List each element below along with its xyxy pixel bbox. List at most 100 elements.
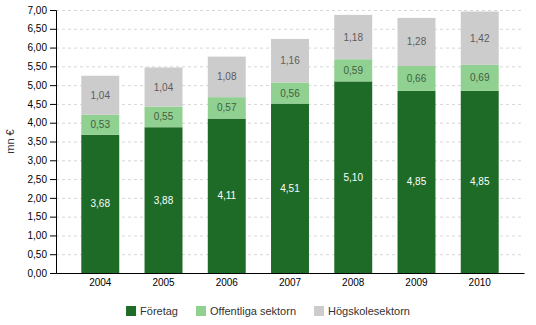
y-tick-mark — [50, 198, 56, 199]
bar — [81, 135, 119, 273]
bar — [81, 115, 119, 135]
y-tick: 5,00 — [28, 80, 56, 91]
x-tick-label: 2005 — [152, 277, 175, 288]
bar — [334, 15, 372, 59]
y-tick: 0,00 — [28, 268, 56, 279]
bar — [271, 104, 309, 273]
grid-line — [56, 10, 524, 11]
legend: Företag Offentliga sektorn Högskolesektorn — [126, 305, 410, 317]
data-label: 1,04 — [91, 90, 111, 101]
y-tick: 2,50 — [28, 174, 56, 185]
y-tick-mark — [50, 10, 56, 11]
y-tick-label: 3,50 — [28, 136, 48, 147]
y-axis-title: mn € — [4, 129, 16, 153]
y-tick-mark — [50, 48, 56, 49]
y-tick-mark — [50, 235, 56, 236]
y-tick-label: 2,00 — [28, 193, 48, 204]
data-label: 1,04 — [154, 82, 174, 93]
legend-item: Företag — [126, 305, 178, 317]
data-label: 4,85 — [407, 176, 427, 187]
legend-swatch — [314, 306, 324, 316]
y-tick: 2,00 — [28, 193, 56, 204]
x-tick: 2009 — [405, 277, 428, 288]
y-tick-mark — [50, 142, 56, 143]
bar — [461, 12, 499, 65]
y-tick: 0,50 — [28, 249, 56, 260]
data-labels: 3,683,884,114,515,104,854,850,530,550,57… — [91, 32, 490, 210]
x-axis: 2004 2005 2006 2007 2008 2009 2010 — [57, 274, 525, 289]
x-tick: 2004 — [89, 277, 112, 288]
y-tick: 3,50 — [28, 136, 56, 147]
y-axis: 0,00 0,50 1,00 1,50 2,00 2,50 3,00 3,50 4,00 4,50… — [28, 5, 57, 279]
y-tick: 4,50 — [28, 99, 56, 110]
bar — [334, 59, 372, 81]
y-tick: 4,00 — [28, 117, 56, 128]
y-tick-mark — [50, 273, 56, 274]
y-tick: 6,50 — [28, 23, 56, 34]
y-tick-label: 7,00 — [28, 5, 48, 16]
data-label: 0,55 — [154, 111, 174, 122]
x-tick-label: 2009 — [405, 277, 428, 288]
y-tick-label: 0,50 — [28, 249, 48, 260]
data-label: 3,88 — [154, 195, 174, 206]
y-axis-line — [50, 11, 57, 274]
series — [81, 81, 498, 273]
series — [81, 12, 498, 115]
x-tick-label: 2004 — [89, 277, 112, 288]
data-label: 0,59 — [344, 65, 364, 76]
bar — [271, 39, 309, 83]
y-tick-label: 5,50 — [28, 61, 48, 72]
y-tick-label: 6,00 — [28, 42, 48, 53]
bar — [208, 97, 246, 118]
y-tick-mark — [50, 179, 56, 180]
y-tick-mark — [50, 123, 56, 124]
x-tick: 2010 — [469, 277, 492, 288]
data-label: 0,53 — [91, 119, 111, 130]
bar — [398, 91, 436, 273]
legend-swatch — [126, 306, 136, 316]
bar — [145, 127, 183, 273]
y-tick: 6,00 — [28, 42, 56, 53]
y-tick-label: 6,50 — [28, 23, 48, 34]
plot: 3,683,884,114,515,104,854,850,530,550,57… — [28, 5, 525, 288]
legend-swatch — [196, 306, 206, 316]
y-tick-mark — [50, 29, 56, 30]
x-tick: 2005 — [152, 277, 175, 288]
legend-item: Offentliga sektorn — [196, 305, 296, 317]
chart: 3,683,884,114,515,104,854,850,530,550,57… — [0, 0, 536, 325]
bar — [208, 119, 246, 273]
bar — [145, 67, 183, 106]
grid-tick — [56, 273, 524, 274]
data-label: 1,42 — [470, 33, 490, 44]
data-label: 1,16 — [280, 55, 300, 66]
bars — [81, 12, 498, 273]
bar — [81, 76, 119, 115]
y-tick: 5,50 — [28, 61, 56, 72]
y-tick-label: 1,50 — [28, 211, 48, 222]
y-tick-mark — [50, 217, 56, 218]
x-tick-label: 2006 — [216, 277, 239, 288]
legend-label: Företag — [140, 305, 178, 317]
x-tick: 2006 — [216, 277, 239, 288]
y-tick-mark — [50, 160, 56, 161]
y-tick-mark — [50, 104, 56, 105]
data-label: 1,08 — [217, 71, 237, 82]
x-tick: 2007 — [279, 277, 302, 288]
x-tick: 2008 — [342, 277, 365, 288]
x-tick-label: 2010 — [469, 277, 492, 288]
grid-line — [56, 29, 524, 30]
data-label: 0,57 — [217, 102, 237, 113]
legend-label: Högskolesektorn — [328, 305, 410, 317]
data-label: 4,85 — [470, 176, 490, 187]
data-label: 4,11 — [217, 190, 236, 201]
y-tick-label: 0,00 — [28, 268, 48, 279]
bar — [398, 66, 436, 91]
data-label: 1,28 — [407, 36, 427, 47]
legend-label: Offentliga sektorn — [210, 305, 296, 317]
legend-item: Högskolesektorn — [314, 305, 410, 317]
y-tick: 1,00 — [28, 230, 56, 241]
y-tick: 7,00 — [28, 5, 56, 16]
y-tick-label: 1,00 — [28, 230, 48, 241]
y-tick-mark — [50, 85, 56, 86]
y-tick-label: 3,00 — [28, 155, 48, 166]
